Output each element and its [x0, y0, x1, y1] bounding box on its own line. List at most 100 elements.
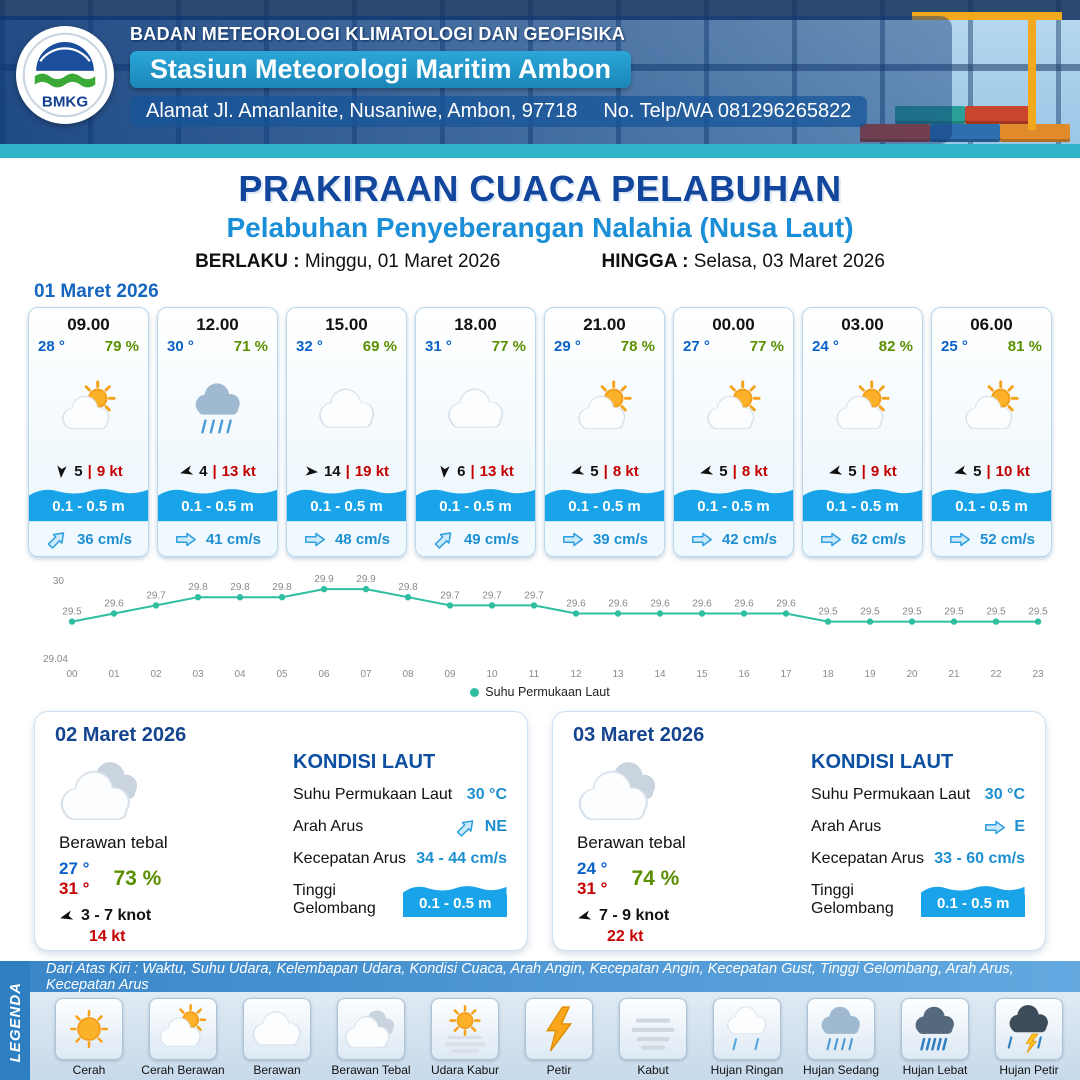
daily-condition: Berawan tebal — [59, 833, 168, 852]
current-direction-row: Arah Arus NE — [293, 818, 507, 837]
card-wind: 5 | 9 kt — [29, 463, 148, 485]
wave-height-value: 0.1 - 0.5 m — [803, 498, 922, 521]
legend-item-label: Udara Kabur — [430, 1063, 500, 1078]
container-red-2 — [965, 106, 1035, 124]
svg-text:29.5: 29.5 — [860, 607, 880, 618]
card-current: 39 cm/s — [545, 521, 664, 556]
svg-text:16: 16 — [738, 669, 750, 680]
current-speed: 41 cm/s — [205, 530, 262, 548]
crane-mast — [1028, 12, 1036, 130]
wave-height-value: 0.1 - 0.5 m — [158, 498, 277, 521]
legend-item-label: Hujan Lebat — [902, 1063, 968, 1078]
card-temp-humidity: 30 ° 71 % — [158, 335, 277, 355]
card-temperature: 27 ° — [683, 338, 710, 355]
svg-text:29.6: 29.6 — [692, 599, 712, 610]
wind-direction-icon — [57, 907, 75, 925]
wind-speed: 14 — [323, 463, 341, 480]
hourly-card-12.00: 12.00 30 ° 71 % 4 | 13 kt 0.1 - 0.5 m 41… — [157, 307, 278, 557]
wind-direction-icon — [698, 462, 716, 480]
header: BMKG BADAN METEOROLOGI KLIMATOLOGI DAN G… — [0, 0, 1080, 158]
harbor-roof-band — [0, 0, 1080, 20]
wind-gust: 19 kt — [354, 463, 390, 480]
wave-height-row: Tinggi Gelombang 0.1 - 0.5 m — [811, 882, 1025, 918]
svg-text:29.8: 29.8 — [230, 582, 250, 593]
legend-item-label: Kabut — [637, 1063, 669, 1078]
hourly-card-03.00: 03.00 24 ° 82 % 5 | 9 kt 0.1 - 0.5 m 62 … — [802, 307, 923, 557]
hourly-card-09.00: 09.00 28 ° 79 % 5 | 9 kt 0.1 - 0.5 m 36 … — [28, 307, 149, 557]
wind-gust-divider: | — [986, 463, 991, 480]
wave-height-value: 0.1 - 0.5 m — [287, 498, 406, 521]
card-time: 12.00 — [196, 315, 239, 334]
wave-height-box: 0.1 - 0.5 m — [921, 882, 1025, 917]
card-humidity: 82 % — [878, 338, 913, 355]
current-direction-icon — [429, 525, 458, 554]
cerah-berawan-icon — [149, 998, 217, 1061]
station-address: Alamat Jl. Amanlanite, Nusaniwe, Ambon, … — [130, 96, 868, 127]
card-wind: 5 | 10 kt — [932, 463, 1051, 485]
card-humidity: 81 % — [1007, 338, 1042, 355]
daily-humidity: 73 % — [113, 867, 162, 890]
svg-text:29.6: 29.6 — [734, 599, 754, 610]
current-speed-row: Kecepatan Arus 34 - 44 cm/s — [293, 850, 507, 868]
card-temperature: 29 ° — [554, 338, 581, 355]
wind-gust: 13 kt — [221, 463, 256, 480]
wave-height-value: 0.1 - 0.5 m — [545, 498, 664, 521]
svg-text:05: 05 — [276, 669, 288, 680]
card-wave-height: 0.1 - 0.5 m — [287, 485, 406, 521]
svg-text:22: 22 — [990, 669, 1002, 680]
legend-item-hujan-sedang: Hujan Sedang — [795, 998, 887, 1077]
current-direction-icon — [174, 531, 198, 548]
hujan-sedang-icon — [807, 998, 875, 1061]
svg-text:29.5: 29.5 — [818, 607, 838, 618]
daily-wind-range: 7 - 9 knot — [599, 907, 670, 924]
kondisi-laut-title: KONDISI LAUT — [293, 751, 436, 773]
daily-date: 02 Maret 2026 — [55, 724, 187, 746]
svg-text:00: 00 — [66, 669, 78, 680]
wave-height-value: 0.1 - 0.5 m — [921, 895, 1025, 917]
weather-icon-berawan-tebal — [59, 749, 265, 833]
hourly-card-06.00: 06.00 25 ° 81 % 5 | 10 kt 0.1 - 0.5 m 52… — [931, 307, 1052, 557]
daily-temp-max: 31 ° — [577, 879, 608, 898]
legend-item-cerah-berawan: Cerah Berawan — [137, 998, 229, 1077]
svg-text:20: 20 — [906, 669, 918, 680]
current-speed: 52 cm/s — [979, 530, 1036, 548]
current-direction-icon — [819, 531, 843, 548]
svg-text:29.5: 29.5 — [62, 607, 82, 618]
card-wave-height: 0.1 - 0.5 m — [158, 485, 277, 521]
current-direction-row: Arah Arus E — [811, 818, 1025, 836]
card-current: 48 cm/s — [287, 521, 406, 556]
card-temp-humidity: 29 ° 78 % — [545, 335, 664, 355]
current-direction-label: Arah Arus — [293, 818, 364, 835]
wind-direction-icon — [575, 907, 593, 925]
svg-text:29.6: 29.6 — [566, 599, 586, 610]
crane-arm — [912, 12, 1062, 20]
svg-text:12: 12 — [570, 669, 582, 680]
legend-item-hujan-lebat: Hujan Lebat — [889, 998, 981, 1077]
wind-gust-divider: | — [345, 463, 350, 480]
bmkg-logo-text: BMKG — [42, 94, 88, 111]
berawan-icon — [243, 998, 311, 1061]
wind-gust: 8 kt — [741, 463, 768, 480]
svg-text:23: 23 — [1032, 669, 1044, 680]
card-current: 36 cm/s — [29, 521, 148, 556]
daily-temp-min: 24 ° — [577, 859, 608, 878]
legend-item-label: Hujan Sedang — [802, 1063, 880, 1078]
card-wind: 4 | 13 kt — [158, 463, 277, 485]
weather-icon-cerah-berawan — [674, 355, 793, 463]
card-current: 42 cm/s — [674, 521, 793, 556]
svg-text:02: 02 — [150, 669, 162, 680]
wind-speed: 5 — [973, 463, 982, 480]
card-wind: 5 | 9 kt — [803, 463, 922, 485]
wind-speed: 5 — [590, 463, 599, 480]
wave-height-label: Tinggi Gelombang — [293, 882, 376, 917]
wind-gust: 8 kt — [612, 463, 639, 480]
daily-weather-column: Berawan tebal 27 ° 31 ° 73 % 3 - 7 knot … — [55, 749, 265, 946]
legend-item-label: Cerah — [72, 1063, 106, 1078]
wind-speed: 5 — [848, 463, 857, 480]
page-title: PRAKIRAAN CUACA PELABUHAN — [238, 168, 842, 209]
wind-speed: 5 — [719, 463, 728, 480]
validity-line: BERLAKU : Minggu, 01 Maret 2026 HINGGA :… — [0, 251, 1080, 273]
wind-speed: 4 — [199, 463, 208, 480]
card-humidity: 79 % — [104, 338, 139, 355]
